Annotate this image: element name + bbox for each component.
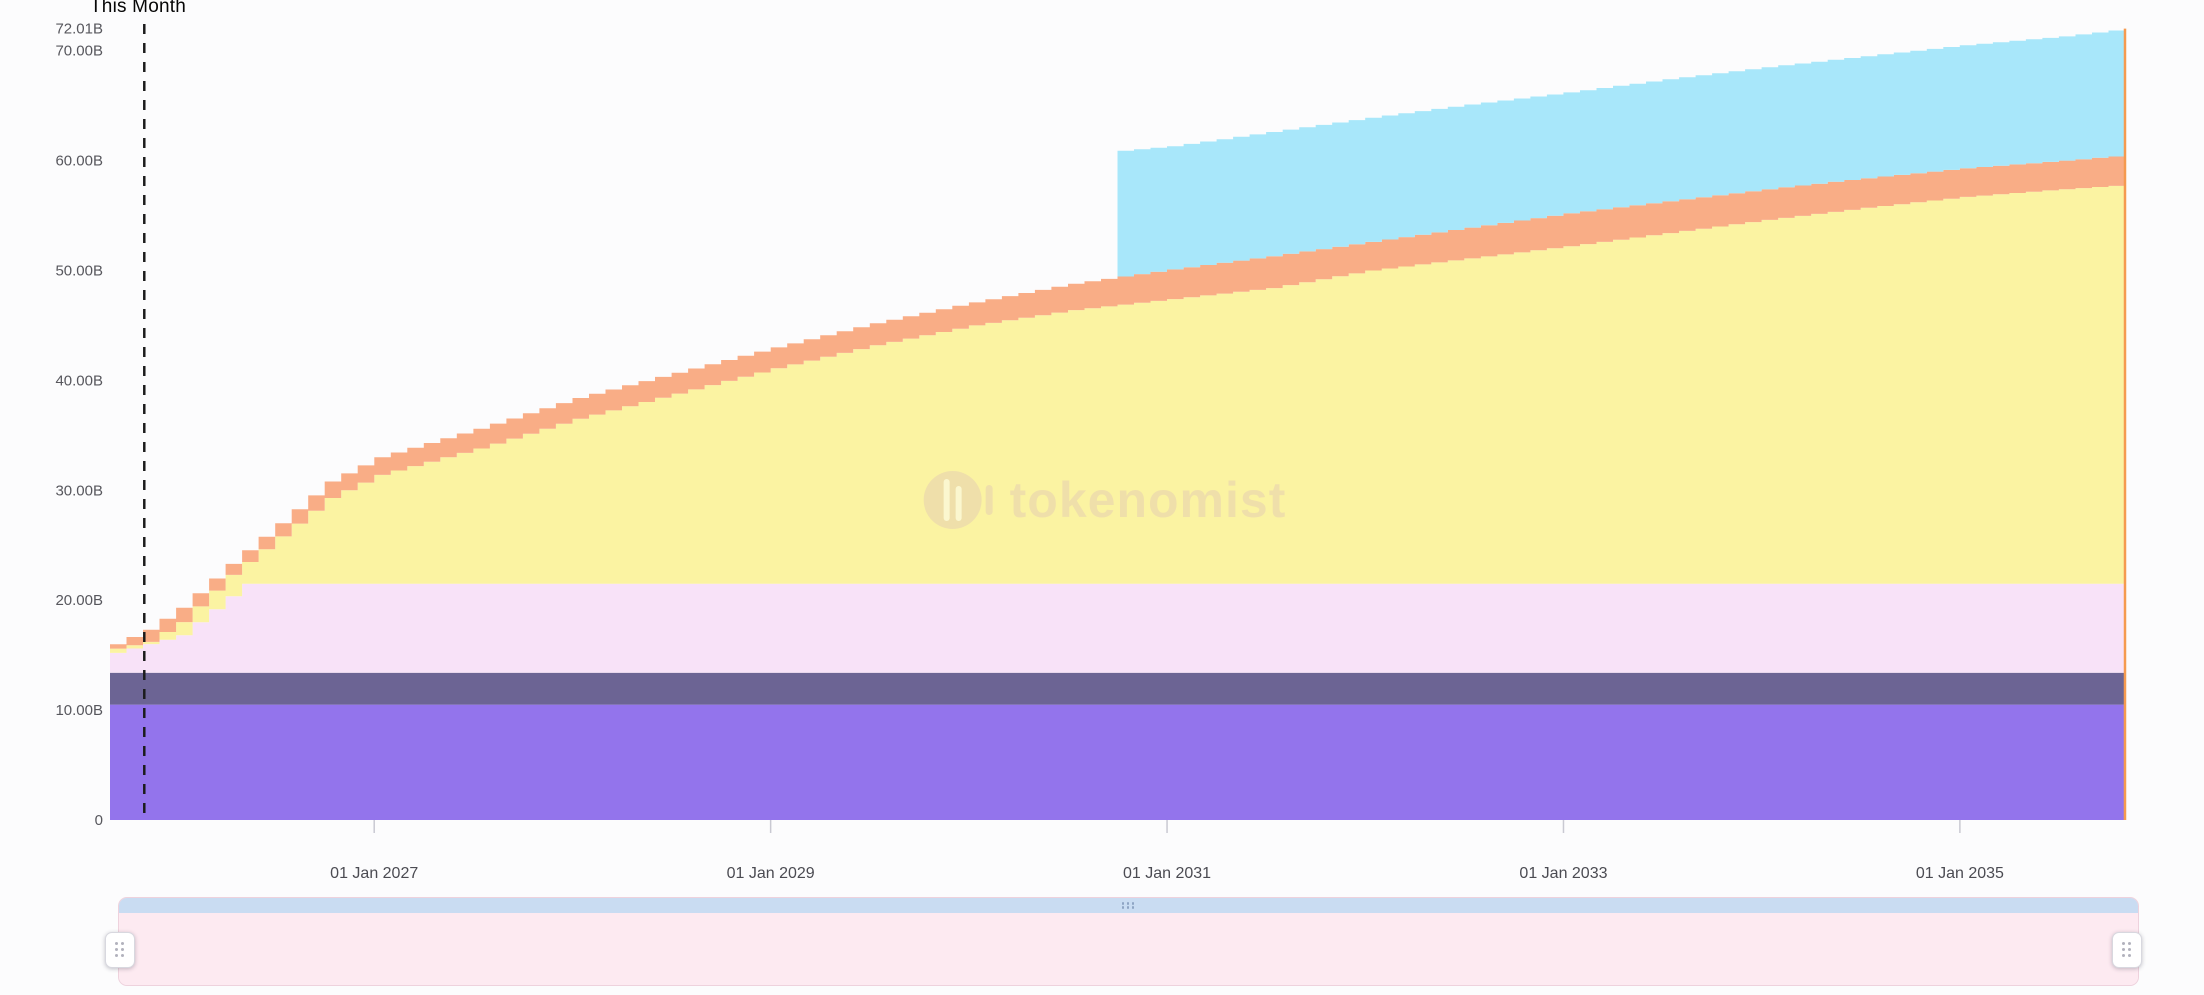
y-axis-tick-label: 20.00B: [55, 592, 103, 609]
area-series-orange: [110, 156, 2125, 649]
this-month-label: This Month: [90, 0, 186, 17]
navigator-center-grip-icon[interactable]: [1121, 902, 1136, 909]
x-axis-tick-label: 01 Jan 2029: [727, 865, 815, 882]
drag-grip-icon: [2122, 942, 2132, 958]
x-axis-tick-label: 01 Jan 2027: [330, 865, 418, 882]
tokenomist-logo-icon: [923, 471, 993, 529]
y-axis-tick-label: 10.00B: [55, 702, 103, 719]
y-axis-tick-label: 72.01B: [55, 21, 103, 38]
y-axis-tick-label: 30.00B: [55, 482, 103, 499]
y-axis-tick-label: 50.00B: [55, 262, 103, 279]
area-series-purple: [110, 704, 2125, 820]
y-axis-tick-label: 70.00B: [55, 43, 103, 60]
y-axis-tick-label: 40.00B: [55, 372, 103, 389]
watermark-text: tokenomist: [1009, 472, 1287, 528]
x-axis-tick-label: 01 Jan 2031: [1123, 865, 1211, 882]
y-axis-tick-label: 60.00B: [55, 153, 103, 170]
navigator-track[interactable]: [119, 913, 2138, 985]
y-axis-tick-label: 0: [95, 812, 103, 829]
area-series-yellow: [110, 185, 2125, 653]
navigator-selected-range-bar[interactable]: [119, 898, 2138, 913]
area-series-dark-purple: [110, 672, 2125, 705]
drag-grip-icon: [115, 942, 125, 958]
time-range-navigator[interactable]: [118, 897, 2139, 986]
x-axis-tick-label: 01 Jan 2035: [1916, 865, 2004, 882]
navigator-right-handle[interactable]: [2112, 932, 2142, 968]
area-series-light-pink: [110, 583, 2125, 673]
x-axis-tick-label: 01 Jan 2033: [1519, 865, 1607, 882]
area-series-light-blue: [110, 30, 2125, 645]
navigator-left-handle[interactable]: [105, 932, 135, 968]
watermark: tokenomist: [920, 463, 1287, 537]
unlock-schedule-chart: 0 10.00B 20.00B 30.00B 40.00B 50.00B 60.00B 70.…: [55, 21, 2127, 882]
